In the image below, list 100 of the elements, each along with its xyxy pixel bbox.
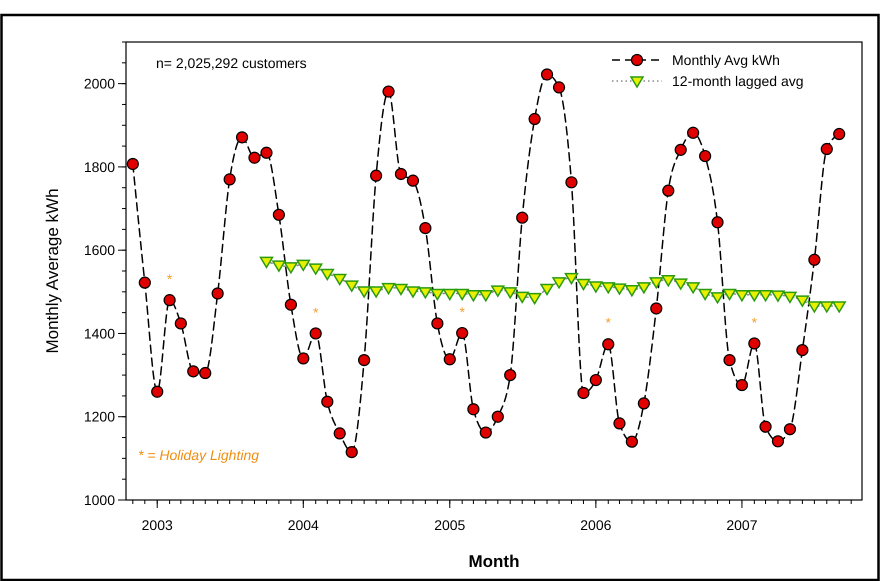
point — [686, 282, 700, 294]
point — [612, 283, 626, 295]
point — [710, 292, 724, 304]
point — [151, 386, 164, 398]
y-tick-label: 2000 — [84, 76, 116, 92]
point — [687, 126, 700, 139]
y-tick-label: 1000 — [84, 492, 116, 508]
point — [418, 287, 432, 299]
point — [382, 85, 395, 98]
point — [564, 272, 578, 284]
point — [297, 352, 310, 365]
point — [808, 301, 822, 313]
point — [662, 184, 674, 197]
point — [332, 274, 346, 286]
point — [466, 290, 480, 302]
legend-label: 12-month lagged avg — [672, 72, 804, 89]
point — [456, 326, 468, 340]
point — [344, 280, 358, 292]
point — [748, 337, 760, 350]
point — [334, 427, 346, 440]
point — [260, 256, 274, 268]
point — [674, 144, 687, 156]
point — [444, 353, 456, 366]
point — [552, 81, 566, 94]
point — [735, 290, 749, 302]
point — [248, 152, 261, 164]
point — [808, 254, 820, 266]
point — [406, 286, 420, 298]
point — [772, 435, 784, 448]
point — [723, 354, 736, 366]
point — [711, 216, 724, 228]
y-axis-title: Monthly Average kWh — [43, 188, 62, 354]
point — [576, 278, 590, 290]
point — [296, 260, 310, 272]
point — [771, 290, 785, 302]
point — [310, 327, 322, 340]
point — [480, 426, 492, 439]
point — [284, 298, 297, 311]
point — [796, 295, 810, 307]
point — [552, 277, 566, 289]
point — [699, 150, 712, 162]
point — [126, 158, 139, 170]
point — [662, 274, 676, 286]
x-axis-title: Month — [468, 552, 520, 571]
point — [516, 212, 528, 224]
point — [357, 286, 371, 298]
point — [419, 222, 432, 234]
point — [736, 378, 748, 392]
point — [674, 278, 688, 290]
point — [406, 174, 420, 187]
point — [748, 290, 762, 302]
x-tick-label: 2007 — [726, 517, 758, 533]
point — [346, 446, 358, 458]
x-tick-label: 2005 — [434, 517, 466, 533]
legend-label: Monthly Avg kWh — [672, 52, 780, 68]
point — [358, 354, 370, 366]
point — [650, 277, 664, 289]
point — [174, 317, 187, 330]
point — [650, 302, 662, 315]
point — [394, 168, 408, 180]
annotation: n= 2,025,292 customers — [156, 55, 307, 71]
y-tick-label: 1800 — [84, 158, 116, 175]
point — [722, 288, 736, 300]
point — [479, 290, 493, 302]
point — [272, 260, 286, 272]
annotation: * — [606, 314, 612, 330]
point — [260, 146, 273, 159]
point — [199, 366, 212, 380]
point — [602, 282, 616, 294]
point — [613, 417, 626, 430]
y-tick-label: 1200 — [84, 408, 116, 425]
point — [589, 281, 603, 293]
point — [308, 263, 322, 275]
point — [320, 268, 334, 280]
point — [820, 301, 834, 313]
annotation: * — [459, 304, 466, 320]
point — [394, 284, 408, 296]
point — [625, 284, 639, 296]
point — [637, 282, 651, 294]
point — [796, 344, 808, 356]
point — [492, 410, 504, 423]
point — [515, 292, 529, 304]
point — [759, 420, 772, 433]
point — [590, 374, 602, 386]
x-tick-label: 2006 — [580, 517, 612, 533]
point — [783, 292, 797, 304]
y-tick-label: 1400 — [84, 325, 116, 342]
point — [503, 287, 517, 299]
point — [187, 365, 200, 378]
point — [369, 286, 383, 298]
point — [784, 423, 796, 436]
annotation: * — [312, 304, 319, 320]
point — [443, 288, 457, 300]
annotation: * — [166, 271, 173, 288]
point — [164, 294, 176, 306]
point — [540, 284, 554, 296]
annotation: * = Holiday Lighting — [138, 447, 260, 463]
point — [758, 290, 772, 302]
point — [455, 288, 469, 300]
point — [540, 68, 554, 81]
